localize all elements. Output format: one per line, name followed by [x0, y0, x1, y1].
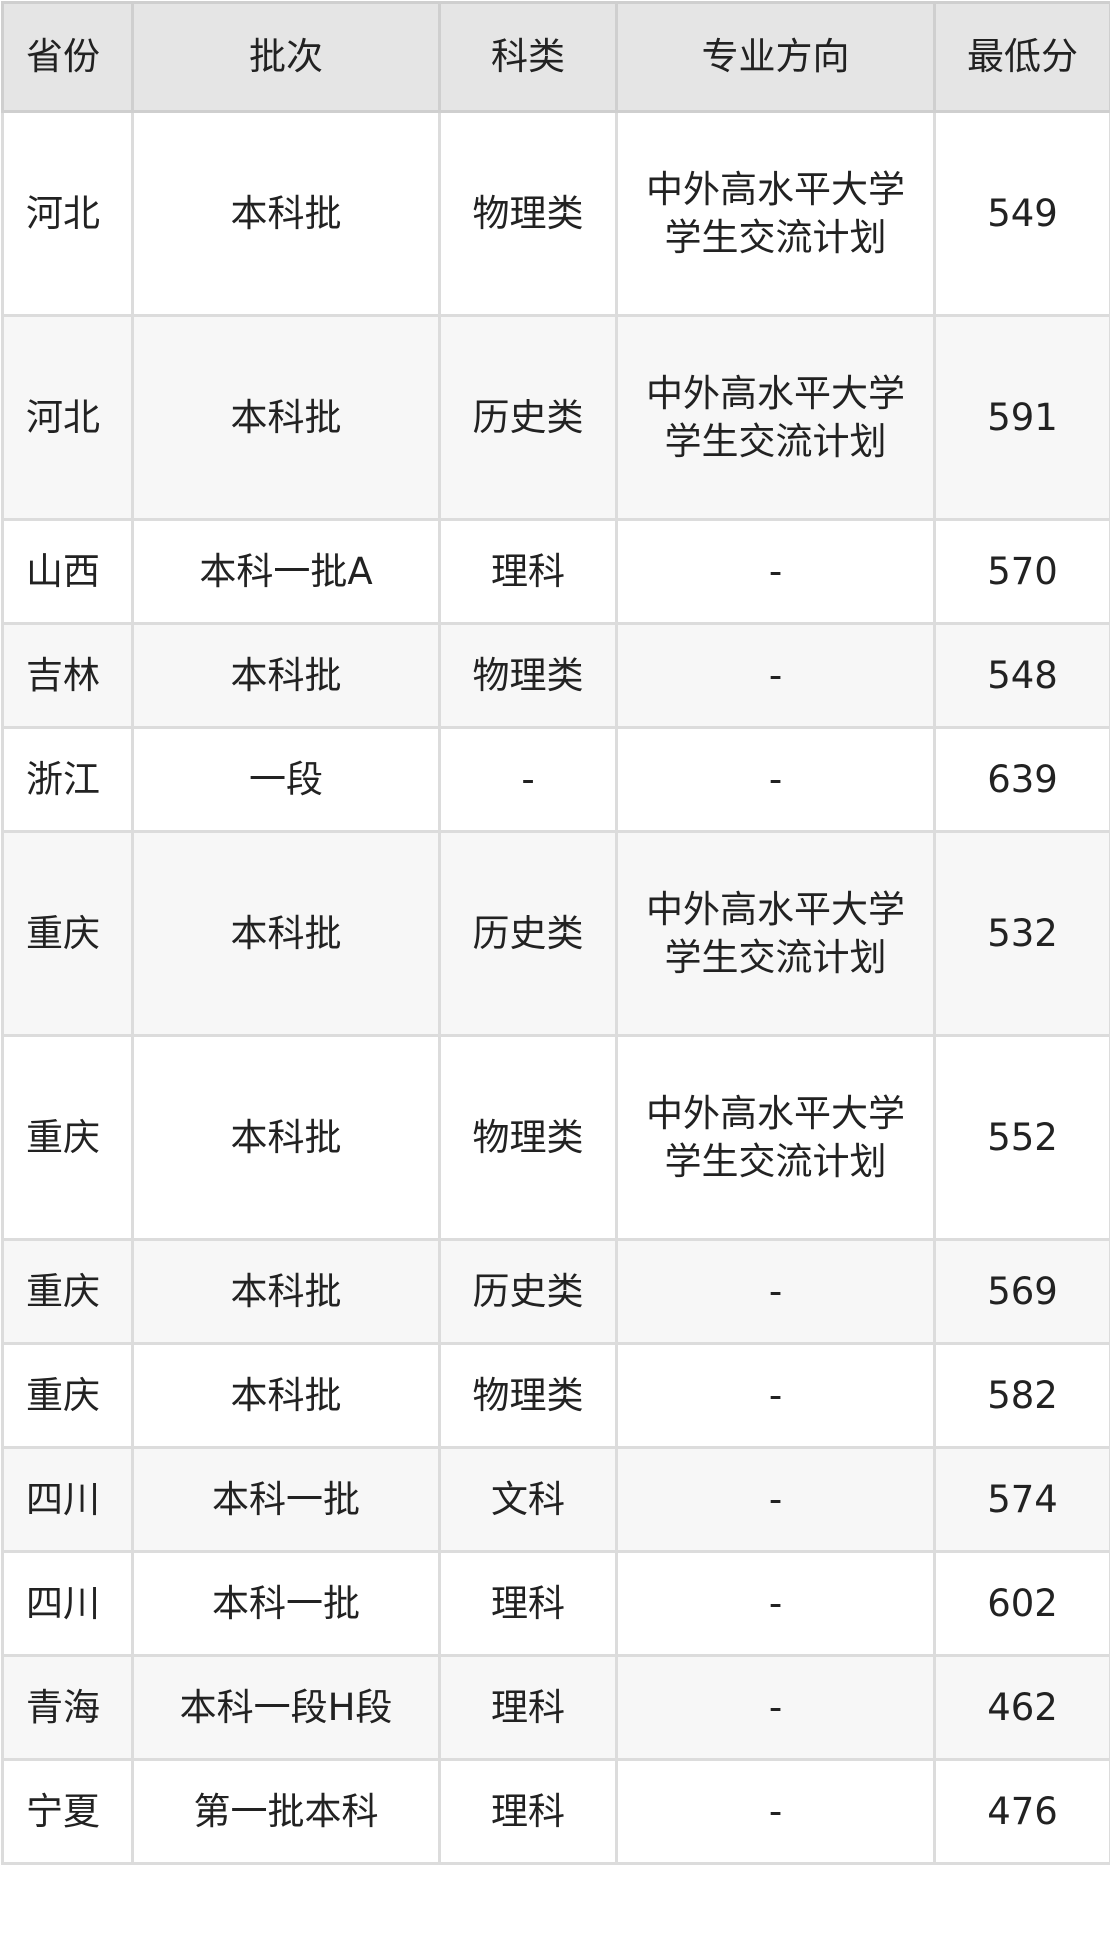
cell-province: 重庆: [3, 832, 133, 1036]
header-major-direction: 专业方向: [617, 3, 935, 112]
cell-subject-category: 文科: [440, 1448, 617, 1552]
table-row: 四川本科一批文科-574: [3, 1448, 1110, 1552]
cell-major-direction: -: [617, 1552, 935, 1656]
cell-min-score: 582: [935, 1344, 1110, 1448]
cell-major-direction: -: [617, 1344, 935, 1448]
cell-batch: 一段: [133, 728, 440, 832]
cell-min-score: 549: [935, 112, 1110, 316]
cell-min-score: 639: [935, 728, 1110, 832]
cell-province: 河北: [3, 112, 133, 316]
cell-province: 重庆: [3, 1240, 133, 1344]
cell-subject-category: 理科: [440, 1760, 617, 1864]
cell-batch: 本科批: [133, 1036, 440, 1240]
cell-major-direction: -: [617, 1656, 935, 1760]
table-header-row: 省份 批次 科类 专业方向 最低分: [3, 3, 1110, 112]
cell-min-score: 570: [935, 520, 1110, 624]
cell-subject-category: 历史类: [440, 832, 617, 1036]
cell-min-score: 569: [935, 1240, 1110, 1344]
cell-province: 青海: [3, 1656, 133, 1760]
cell-batch: 本科一批: [133, 1552, 440, 1656]
cell-province: 山西: [3, 520, 133, 624]
cell-subject-category: 理科: [440, 1656, 617, 1760]
cell-batch: 本科批: [133, 112, 440, 316]
cell-subject-category: 物理类: [440, 112, 617, 316]
cell-major-direction: -: [617, 520, 935, 624]
cell-min-score: 462: [935, 1656, 1110, 1760]
cell-subject-category: -: [440, 728, 617, 832]
cell-min-score: 574: [935, 1448, 1110, 1552]
table-row: 宁夏第一批本科理科-476: [3, 1760, 1110, 1864]
cell-province: 浙江: [3, 728, 133, 832]
cell-major-direction: 中外高水平大学学生交流计划: [617, 832, 935, 1036]
cell-batch: 本科批: [133, 316, 440, 520]
cell-province: 吉林: [3, 624, 133, 728]
cell-province: 四川: [3, 1448, 133, 1552]
cell-min-score: 532: [935, 832, 1110, 1036]
cell-subject-category: 物理类: [440, 1036, 617, 1240]
cell-min-score: 476: [935, 1760, 1110, 1864]
table-row: 浙江一段--639: [3, 728, 1110, 832]
cell-batch: 本科批: [133, 832, 440, 1036]
cell-major-direction: -: [617, 1448, 935, 1552]
table-row: 四川本科一批理科-602: [3, 1552, 1110, 1656]
cell-batch: 本科批: [133, 1344, 440, 1448]
header-province: 省份: [3, 3, 133, 112]
cell-subject-category: 历史类: [440, 1240, 617, 1344]
table-row: 重庆本科批物理类-582: [3, 1344, 1110, 1448]
cell-major-direction: 中外高水平大学学生交流计划: [617, 112, 935, 316]
cell-batch: 本科批: [133, 624, 440, 728]
cell-batch: 本科一批: [133, 1448, 440, 1552]
table-row: 青海本科一段H段理科-462: [3, 1656, 1110, 1760]
cell-province: 河北: [3, 316, 133, 520]
cell-min-score: 552: [935, 1036, 1110, 1240]
cell-subject-category: 理科: [440, 1552, 617, 1656]
cell-subject-category: 物理类: [440, 1344, 617, 1448]
cell-major-direction: 中外高水平大学学生交流计划: [617, 1036, 935, 1240]
cell-major-direction: -: [617, 624, 935, 728]
cell-batch: 本科一批A: [133, 520, 440, 624]
cell-province: 四川: [3, 1552, 133, 1656]
table-row: 重庆本科批历史类-569: [3, 1240, 1110, 1344]
header-subject-category: 科类: [440, 3, 617, 112]
cell-province: 重庆: [3, 1036, 133, 1240]
cell-min-score: 591: [935, 316, 1110, 520]
cell-province: 宁夏: [3, 1760, 133, 1864]
cell-min-score: 602: [935, 1552, 1110, 1656]
cell-major-direction: 中外高水平大学学生交流计划: [617, 316, 935, 520]
table-row: 吉林本科批物理类-548: [3, 624, 1110, 728]
cell-batch: 第一批本科: [133, 1760, 440, 1864]
cell-province: 重庆: [3, 1344, 133, 1448]
cell-major-direction: -: [617, 1760, 935, 1864]
header-min-score: 最低分: [935, 3, 1110, 112]
cell-subject-category: 理科: [440, 520, 617, 624]
cell-batch: 本科一段H段: [133, 1656, 440, 1760]
cell-major-direction: -: [617, 728, 935, 832]
cell-subject-category: 历史类: [440, 316, 617, 520]
cell-min-score: 548: [935, 624, 1110, 728]
header-batch: 批次: [133, 3, 440, 112]
cell-major-direction: -: [617, 1240, 935, 1344]
cell-subject-category: 物理类: [440, 624, 617, 728]
cell-batch: 本科批: [133, 1240, 440, 1344]
